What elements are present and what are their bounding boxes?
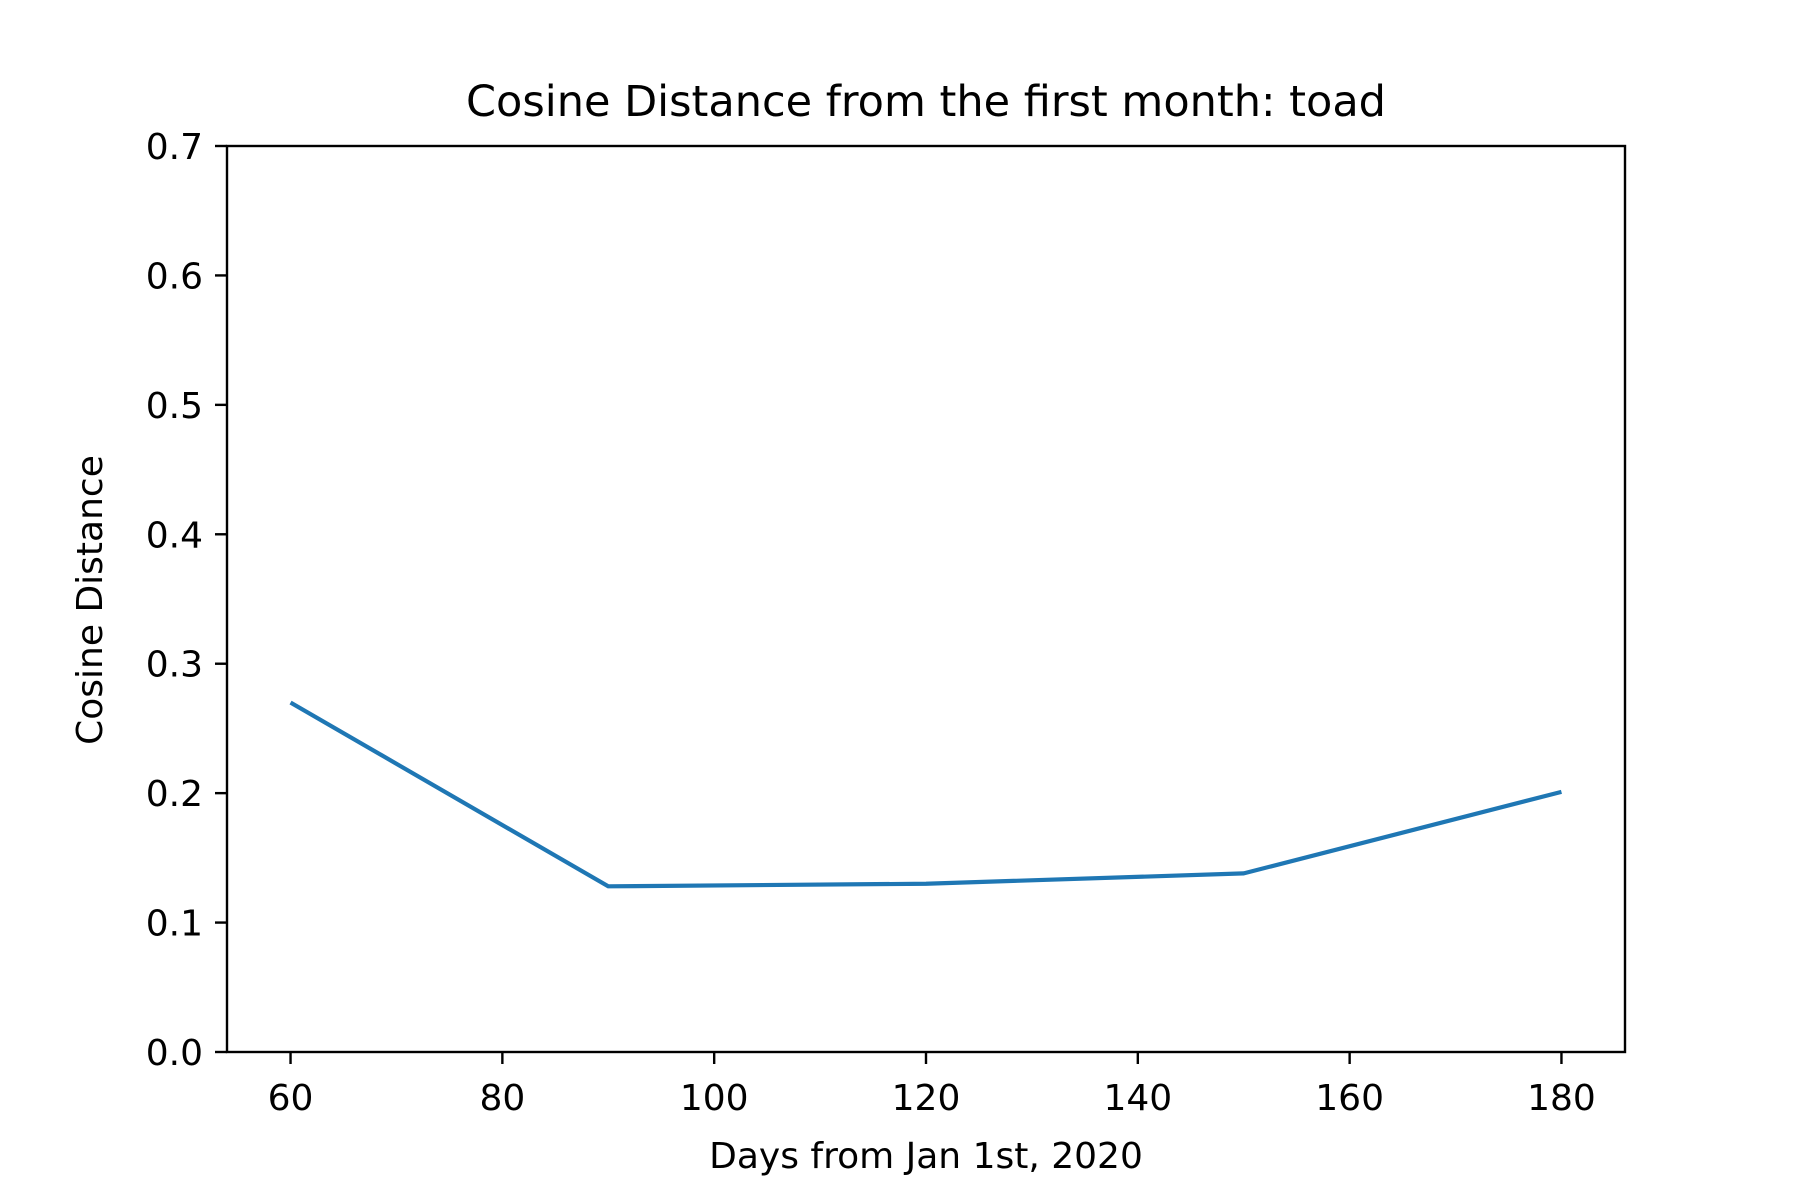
x-tick-label: 80 [479, 1078, 525, 1119]
y-tick-label: 0.2 [146, 774, 203, 815]
x-tick-label: 60 [268, 1078, 314, 1119]
y-tick-label: 0.4 [146, 515, 203, 556]
y-tick-label: 0.5 [146, 386, 203, 427]
x-tick-label: 160 [1315, 1078, 1384, 1119]
y-tick-label: 0.7 [146, 127, 203, 168]
y-axis-label: Cosine Distance [70, 455, 111, 745]
x-tick-label: 140 [1103, 1078, 1172, 1119]
x-tick-label: 180 [1527, 1078, 1596, 1119]
chart-title: Cosine Distance from the first month: to… [466, 77, 1386, 127]
y-tick-label: 0.3 [146, 645, 203, 686]
x-axis-label: Days from Jan 1st, 2020 [709, 1136, 1143, 1177]
y-tick-label: 0.0 [146, 1033, 203, 1074]
y-tick-label: 0.6 [146, 256, 203, 297]
x-tick-label: 120 [892, 1078, 961, 1119]
x-tick-label: 100 [680, 1078, 749, 1119]
y-tick-label: 0.1 [146, 904, 203, 945]
